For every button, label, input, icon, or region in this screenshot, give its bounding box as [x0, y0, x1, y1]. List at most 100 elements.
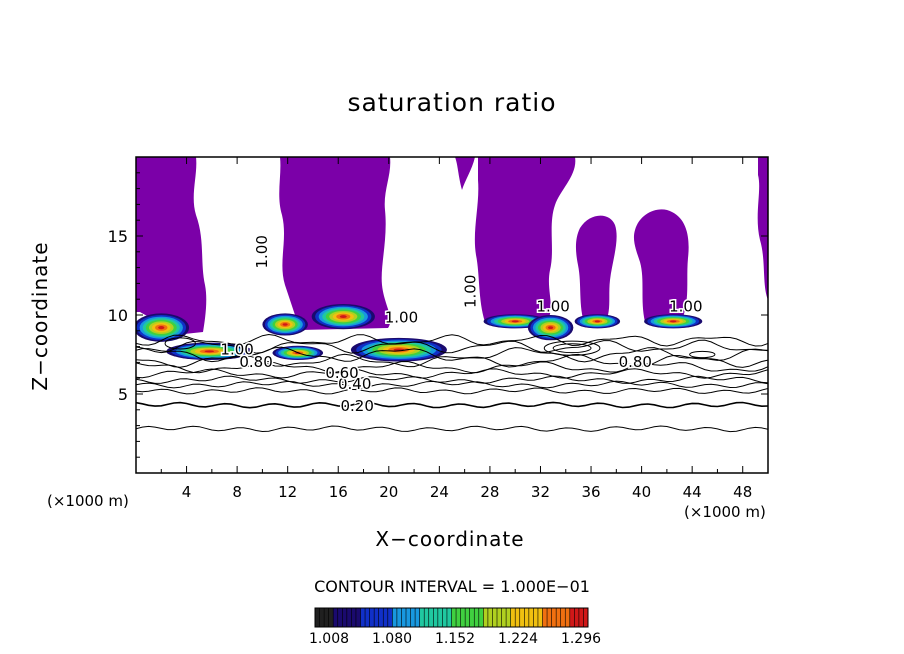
contour-label: 1.00 — [668, 296, 704, 317]
supersaturation-cells — [136, 303, 703, 362]
x-tick-label: 48 — [733, 483, 752, 501]
colorbar-swatch — [465, 608, 471, 627]
contour-line — [136, 360, 768, 374]
contour-label-text: 1.00 — [385, 309, 418, 327]
contour-line — [136, 333, 768, 347]
colorbar-swatch — [374, 608, 380, 627]
colorbar-swatch — [537, 608, 543, 627]
y-axis-label: Z−coordinate — [28, 241, 52, 391]
supersaturation-cell-band — [594, 320, 600, 323]
colorbar-swatch — [492, 608, 498, 627]
contour-label: 0.80 — [238, 351, 274, 372]
colorbar-swatch — [342, 608, 348, 627]
supersaturation-cell-band — [669, 320, 677, 323]
colorbar-swatch — [424, 608, 430, 627]
x-tick-label: 28 — [480, 483, 499, 501]
colorbar-swatch — [533, 608, 539, 627]
supersaturation-cell-band — [204, 350, 215, 353]
colorbar-swatch — [333, 608, 339, 627]
colorbar-swatch — [519, 608, 525, 627]
contour-label-text: 0.80 — [619, 353, 652, 371]
colorbar-swatch — [506, 608, 512, 627]
contour-line — [136, 425, 768, 433]
contour-line — [136, 368, 768, 379]
contour-line — [136, 339, 768, 354]
colorbar-swatch — [528, 608, 534, 627]
x-tick-label: 8 — [232, 483, 242, 501]
saturated-region-center-right — [455, 157, 475, 190]
colorbar: 1.008 1.080 1.152 1.224 1.296 — [309, 607, 601, 647]
supersaturation-cell-band — [339, 315, 347, 318]
colorbar-swatch — [360, 608, 366, 627]
colorbar-swatch — [574, 608, 580, 627]
colorbar-swatch — [351, 608, 357, 627]
colorbar-swatch — [437, 608, 443, 627]
contour-label-text: 0.20 — [340, 397, 373, 415]
x-tick-label: 44 — [683, 483, 702, 501]
contour-label: 1.00 — [219, 339, 255, 360]
x-tick-label: 4 — [182, 483, 192, 501]
colorbar-swatch — [547, 608, 553, 627]
saturated-region-left — [136, 157, 207, 335]
x-axis: 4 8 12 16 20 24 28 32 36 40 44 48 — [160, 157, 752, 501]
contour-line-closed — [552, 343, 592, 354]
colorbar-swatch — [315, 608, 321, 627]
x-tick-label: 32 — [531, 483, 550, 501]
colorbar-swatch — [378, 608, 384, 627]
colorbar-swatch — [510, 608, 516, 627]
contour-label-text: 0.40 — [338, 375, 371, 393]
contour-label: 0.40 — [336, 374, 372, 395]
colorbar-tick-label: 1.152 — [435, 631, 475, 647]
contour-line-closed — [689, 350, 716, 359]
colorbar-swatch — [451, 608, 457, 627]
contour-label: 1.00 — [460, 273, 481, 309]
colorbar-swatch — [469, 608, 475, 627]
contour-label-text: 0.80 — [239, 353, 272, 371]
x-unit-label-left: (×1000 m) — [47, 492, 129, 510]
colorbar-swatch — [383, 608, 389, 627]
y-tick-label: 15 — [108, 227, 128, 246]
contour-line-closed — [164, 337, 196, 350]
colorbar-tick-label: 1.080 — [372, 631, 412, 647]
y-axis: 5 10 15 — [108, 172, 768, 458]
colorbar-swatch — [478, 608, 484, 627]
contour-label-text: 0.60 — [325, 364, 358, 382]
contour-line — [136, 353, 768, 368]
colorbar-swatch — [401, 608, 407, 627]
colorbar-swatch — [369, 608, 375, 627]
colorbar-swatch — [328, 608, 334, 627]
colorbar-swatch — [578, 608, 584, 627]
contour-label-text: 1.00 — [669, 298, 702, 316]
colorbar-swatch — [406, 608, 412, 627]
colorbar-tick-label: 1.296 — [561, 631, 601, 647]
colorbar-swatch — [446, 608, 452, 627]
chart-title: saturation ratio — [347, 88, 557, 117]
colorbar-swatch — [565, 608, 571, 627]
colorbar-swatch — [346, 608, 352, 627]
colorbar-swatch — [355, 608, 361, 627]
colorbar-swatch — [324, 608, 330, 627]
plot-area — [136, 157, 768, 473]
contour-label-layer: 0.200.400.600.80 0.801.001.001.001.00 1.00… — [219, 234, 704, 417]
colorbar-swatch — [583, 608, 589, 627]
colorbar-swatch — [483, 608, 489, 627]
colorbar-swatch — [524, 608, 530, 627]
contour-label: 0.80 — [617, 351, 653, 372]
saturated-regions — [136, 157, 768, 335]
contour-line — [136, 346, 768, 363]
x-tick-label: 20 — [379, 483, 398, 501]
contour-label: 1.00 — [535, 296, 571, 317]
x-axis-label: X−coordinate — [375, 527, 525, 551]
colorbar-swatch — [419, 608, 425, 627]
contour-label: 0.60 — [324, 362, 360, 383]
contour-label: 0.20 — [339, 396, 375, 417]
colorbar-frame — [314, 607, 589, 628]
colorbar-swatch — [415, 608, 421, 627]
contour-line — [136, 380, 768, 389]
supersaturation-cell-band — [282, 323, 288, 326]
supersaturation-cell-band — [158, 326, 165, 330]
colorbar-swatch — [337, 608, 343, 627]
contour-label-text: 1.00 — [253, 235, 271, 268]
colorbar-swatch — [396, 608, 402, 627]
colorbar-swatch — [487, 608, 493, 627]
